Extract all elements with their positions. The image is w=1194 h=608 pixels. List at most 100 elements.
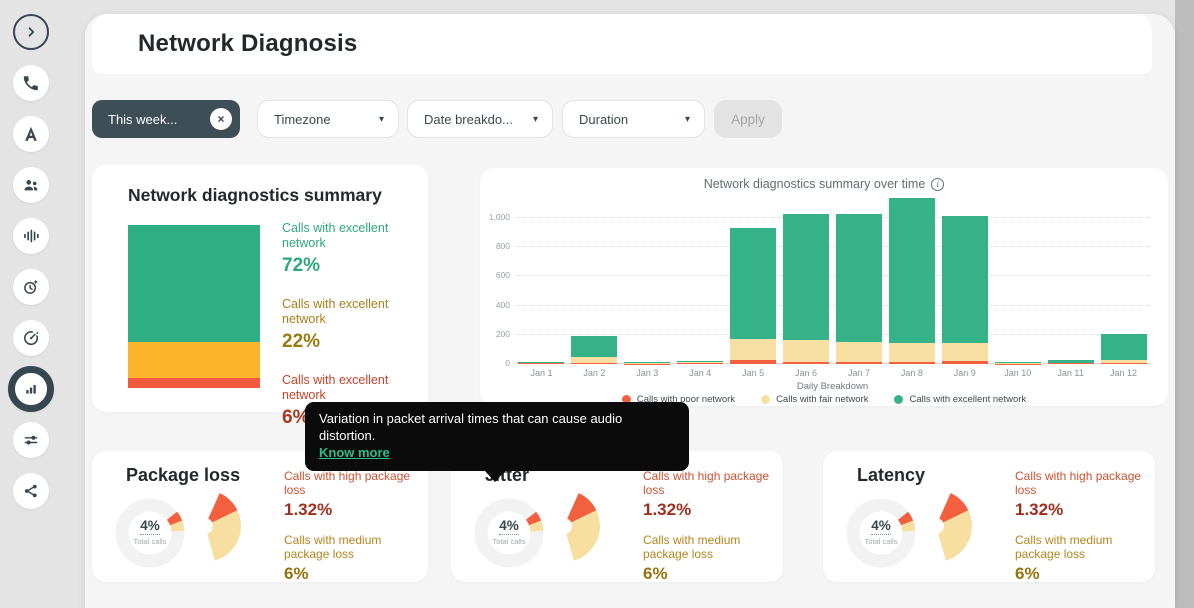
metric-stat-group: Calls with medium package loss 6% [1015, 533, 1155, 584]
metric-stats: Calls with high package loss 1.32% Calls… [643, 469, 783, 597]
chart-card: Network diagnostics summary over time i … [480, 168, 1168, 406]
donut-chart [115, 493, 242, 568]
tooltip-arrow-icon [485, 471, 505, 482]
bar-jan-7[interactable] [835, 214, 882, 364]
info-icon[interactable]: i [931, 177, 945, 191]
filter-dropdown-date-breakdo[interactable]: Date breakdo... ▾ [407, 100, 553, 138]
chart-title: Network diagnostics summary over time [703, 177, 926, 191]
tooltip-know-more-link[interactable]: Know more [319, 445, 390, 460]
bar-jan-9[interactable] [941, 216, 988, 364]
sidebar-item-settings[interactable] [13, 422, 49, 458]
chevron-down-icon: ▾ [378, 113, 384, 125]
sidebar-item-contacts[interactable] [13, 167, 49, 203]
legend-label: Calls with poor network [636, 394, 736, 405]
sidebar-item-history[interactable] [13, 269, 49, 305]
bar-segment [941, 343, 988, 361]
metric-stat-group: Calls with high package loss 1.32% [284, 469, 428, 520]
metric-stat-group: Calls with medium package loss 6% [643, 533, 783, 584]
date-range-chip[interactable]: This week... [92, 100, 240, 138]
bar-segment [1100, 363, 1147, 364]
bar-segment [1100, 359, 1147, 364]
metric-card-title: Package loss [126, 465, 241, 485]
apply-button[interactable]: Apply [714, 100, 782, 138]
page-title: Network Diagnosis [138, 30, 358, 57]
sidebar-item-analytics[interactable] [8, 366, 54, 412]
filter-dropdown-duration[interactable]: Duration ▾ [562, 100, 705, 138]
bar-jan-4[interactable] [677, 360, 724, 364]
legend-item: Calls with poor network [621, 394, 736, 405]
summary-card: Network diagnostics summary Calls with e… [92, 165, 428, 428]
bar-segment [835, 341, 882, 363]
x-axis-tick-label: Jan 10 [1004, 368, 1032, 378]
summary-stat-group: Calls with excellent network 72% [282, 221, 428, 277]
x-axis-tick-label: Jan 6 [795, 368, 818, 378]
latency-card: Latency 4% Total calls Calls with high p… [823, 451, 1155, 584]
legend-item: Calls with excellent network [894, 394, 1026, 405]
donut-center-label: Total calls [864, 537, 898, 546]
summary-stat-value: 6% [282, 407, 310, 428]
summary-stats: Calls with excellent network 72% Calls wit… [282, 221, 428, 449]
donut-chart [474, 493, 601, 568]
summary-stat-value: 22% [282, 331, 321, 352]
summary-bar-segment [128, 225, 260, 343]
summary-stat-label: Calls with excellent network [282, 221, 389, 250]
chevron-down-icon: ▾ [532, 113, 538, 125]
x-axis-tick-label: Jan 7 [847, 368, 870, 378]
donut-center-value: 4% [499, 518, 519, 535]
bar-jan-1[interactable] [518, 361, 565, 364]
share-icon [22, 482, 40, 500]
jitter-card: Jitter 4% Total calls Calls with high pa… [451, 451, 783, 583]
sidebar-item-voice[interactable] [13, 218, 49, 254]
bar-jan-6[interactable] [783, 214, 830, 364]
bar-jan-8[interactable] [888, 198, 935, 364]
bar-segment [677, 360, 724, 363]
bar-segment [888, 362, 935, 364]
bar-jan-10[interactable] [994, 361, 1041, 364]
chevron-right-icon [22, 23, 40, 41]
chevron-down-icon: ▾ [684, 113, 690, 125]
bar-jan-3[interactable] [624, 362, 671, 364]
bar-segment [571, 362, 618, 364]
bar-segment [730, 339, 777, 361]
bar-jan-12[interactable] [1100, 333, 1147, 364]
gridline [515, 304, 1150, 306]
legend-dot-icon [761, 395, 771, 404]
metric-stat-value: 1.32% [1015, 500, 1064, 519]
metric-stat-value: 1.32% [284, 500, 333, 519]
main-panel: Network Diagnosis This week... Timezone ▾ D… [85, 14, 1175, 608]
sidebar-item-monitoring[interactable] [13, 320, 49, 356]
donut-chart-wrap: 4% Total calls [108, 485, 258, 579]
page-header: Network Diagnosis [92, 14, 1152, 74]
sidebar [0, 0, 62, 608]
sidebar-item-calls[interactable] [13, 65, 49, 101]
sidebar-item-expand[interactable] [13, 14, 49, 50]
date-range-chip-label: This week... [108, 111, 178, 127]
close-icon[interactable] [210, 108, 232, 130]
filter-dropdown-timezone[interactable]: Timezone ▾ [257, 100, 399, 138]
x-axis-tick-label: Jan 1 [530, 368, 553, 378]
team-icon [22, 176, 40, 194]
bar-segment [1047, 362, 1094, 364]
legend-dot-icon [621, 395, 631, 404]
bar-segment [835, 362, 882, 364]
bar-chart-icon [23, 381, 39, 397]
donut-center: 4% Total calls [481, 517, 537, 546]
chart-x-axis-title: Daily Breakdown [796, 381, 869, 392]
x-axis-tick-label: Jan 4 [689, 368, 712, 378]
x-axis-tick-label: Jan 3 [636, 368, 659, 378]
bar-chart-plot: 0 200 400 600 800 1,000 [489, 194, 1150, 368]
metric-stat-label: Calls with medium package loss [284, 533, 382, 561]
bar-segment [677, 363, 724, 364]
bar-jan-5[interactable] [730, 228, 777, 364]
bar-jan-11[interactable] [1047, 359, 1094, 364]
bar-segment [518, 361, 565, 363]
sidebar-item-brand[interactable] [13, 116, 49, 152]
bar-segment [994, 361, 1041, 363]
x-axis-tick-label: Jan 11 [1057, 368, 1084, 378]
sidebar-item-integrations[interactable] [13, 473, 49, 509]
donut-chart-wrap: 4% Total calls [839, 485, 989, 579]
bar-jan-2[interactable] [571, 335, 618, 364]
summary-stat-label: Calls with excellent network [282, 373, 389, 402]
y-axis-tick-label: 200 [495, 328, 510, 339]
metric-stat-label: Calls with medium package loss [1015, 533, 1113, 561]
